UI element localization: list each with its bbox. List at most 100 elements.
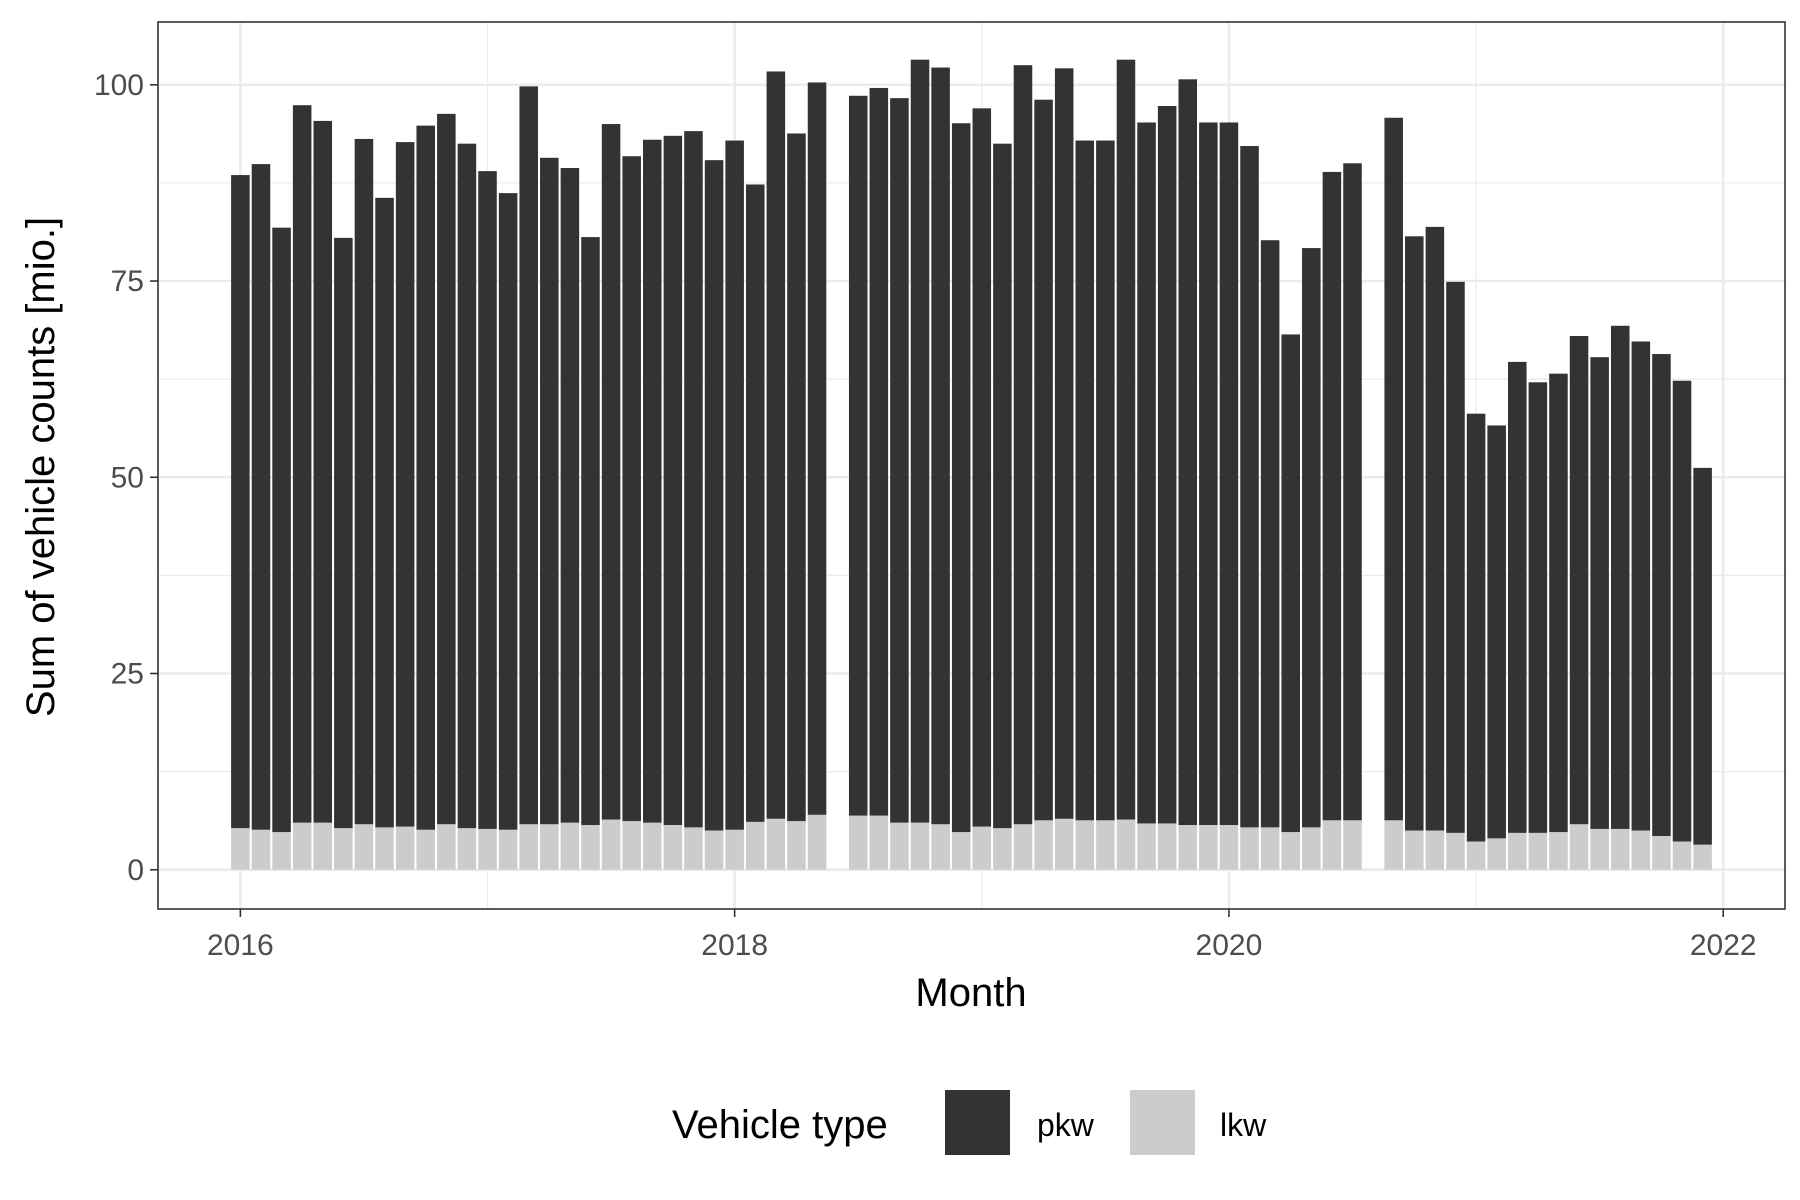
bar-lkw: [787, 821, 806, 870]
bar-pkw: [1281, 334, 1300, 833]
bar-pkw: [1137, 122, 1156, 824]
bar-pkw: [807, 82, 827, 815]
bar-pkw: [1343, 163, 1362, 821]
bar-pkw: [1054, 68, 1074, 819]
bar-lkw: [1096, 820, 1115, 870]
y-axis: 0 25 50 75 100: [94, 69, 158, 887]
bar-pkw: [251, 164, 271, 830]
bar-lkw: [1199, 825, 1218, 870]
bar-lkw: [1219, 825, 1239, 870]
bar-lkw: [375, 827, 394, 870]
bar-lkw: [1549, 832, 1568, 870]
bar-pkw: [1178, 79, 1198, 826]
y-tick-label: 0: [127, 854, 144, 887]
bar-lkw: [890, 822, 909, 870]
bar-pkw: [375, 197, 394, 828]
bar-lkw: [416, 829, 436, 870]
bar-pkw: [231, 175, 250, 829]
bar-lkw: [292, 822, 312, 870]
bar-pkw: [1549, 373, 1568, 833]
bar-pkw: [334, 237, 353, 829]
bar-lkw: [1528, 832, 1548, 870]
bar-lkw: [1590, 828, 1609, 870]
bar-lkw: [1054, 818, 1074, 870]
bar-lkw: [951, 832, 971, 870]
bar-pkw: [1446, 281, 1465, 833]
bar-pkw: [272, 227, 291, 833]
bar-pkw: [663, 135, 683, 826]
bar-lkw: [1507, 832, 1527, 870]
bar-pkw: [540, 157, 559, 825]
bar-pkw: [993, 143, 1012, 829]
bar-lkw: [643, 822, 662, 870]
bar-lkw: [1652, 835, 1671, 870]
bar-lkw: [1240, 827, 1259, 870]
bar-lkw: [1672, 841, 1692, 870]
bar-lkw: [663, 825, 683, 870]
x-tick-label: 2018: [701, 929, 768, 962]
bar-pkw: [1610, 325, 1630, 829]
bar-lkw: [807, 814, 827, 870]
bar-pkw: [1384, 117, 1403, 821]
y-tick-label: 100: [94, 69, 144, 102]
bar-pkw: [890, 98, 909, 823]
bar-lkw: [1034, 820, 1053, 870]
bar-pkw: [395, 142, 415, 827]
bar-pkw: [416, 125, 436, 830]
x-axis-title: Month: [915, 971, 1026, 1015]
bar-pkw: [643, 139, 662, 823]
bar-lkw: [684, 827, 703, 870]
bar-pkw: [313, 120, 333, 823]
bar-lkw: [1487, 838, 1506, 870]
bar-lkw: [313, 822, 333, 870]
bar-pkw: [1425, 226, 1445, 831]
bar-lkw: [272, 832, 291, 870]
bar-pkw: [560, 168, 580, 823]
bar-pkw: [457, 143, 477, 829]
bars: [231, 59, 1712, 870]
bar-pkw: [1302, 248, 1321, 828]
bar-lkw: [395, 826, 415, 870]
bar-lkw: [457, 828, 477, 870]
bar-lkw: [1425, 830, 1445, 870]
bar-lkw: [334, 828, 353, 870]
bar-pkw: [1013, 65, 1033, 825]
bar-pkw: [1487, 425, 1506, 839]
bar-pkw: [601, 124, 621, 820]
bar-pkw: [1528, 382, 1548, 833]
bar-pkw: [519, 86, 538, 825]
bar-lkw: [1610, 828, 1630, 870]
bar-lkw: [972, 826, 992, 870]
bar-pkw: [684, 131, 703, 828]
bar-lkw: [1013, 824, 1033, 870]
bar-pkw: [725, 140, 744, 830]
bar-pkw: [1405, 236, 1424, 831]
bar-pkw: [1507, 361, 1527, 833]
bar-pkw: [1322, 171, 1342, 821]
bar-pkw: [1240, 146, 1259, 828]
bar-pkw: [1693, 467, 1712, 845]
bar-lkw: [993, 828, 1012, 870]
y-tick-label: 25: [111, 658, 144, 691]
bar-pkw: [437, 113, 456, 825]
bar-lkw: [1178, 825, 1198, 870]
bar-pkw: [1034, 99, 1053, 821]
bar-pkw: [1075, 140, 1095, 821]
legend: Vehicle type pkw lkw: [672, 1090, 1267, 1155]
bar-pkw: [1157, 105, 1177, 824]
bar-lkw: [231, 828, 250, 870]
bar-lkw: [1446, 832, 1465, 870]
bar-lkw: [498, 829, 518, 870]
bar-lkw: [1569, 824, 1589, 870]
x-tick-label: 2020: [1196, 929, 1263, 962]
bar-lkw: [848, 815, 868, 870]
bar-lkw: [601, 819, 621, 870]
bar-lkw: [519, 824, 538, 870]
bar-pkw: [498, 193, 518, 830]
legend-label-pkw: pkw: [1037, 1107, 1095, 1143]
bar-pkw: [1219, 122, 1239, 826]
x-axis: 2016 2018 2020 2022: [207, 909, 1757, 962]
bar-pkw: [1569, 335, 1589, 825]
y-tick-label: 50: [111, 461, 144, 494]
